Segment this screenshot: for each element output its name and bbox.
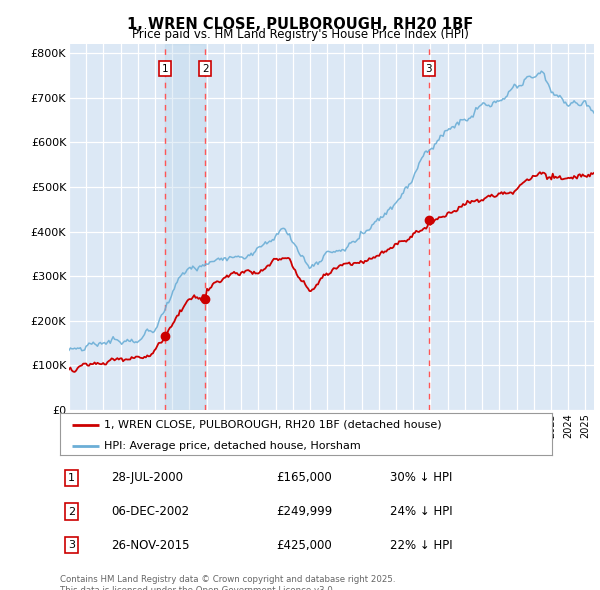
- Text: £425,000: £425,000: [277, 539, 332, 552]
- Text: Price paid vs. HM Land Registry's House Price Index (HPI): Price paid vs. HM Land Registry's House …: [131, 28, 469, 41]
- Text: HPI: Average price, detached house, Horsham: HPI: Average price, detached house, Hors…: [104, 441, 361, 451]
- Text: 3: 3: [425, 64, 432, 74]
- Text: 1: 1: [161, 64, 168, 74]
- Text: 06-DEC-2002: 06-DEC-2002: [112, 505, 190, 518]
- Text: 1, WREN CLOSE, PULBOROUGH, RH20 1BF: 1, WREN CLOSE, PULBOROUGH, RH20 1BF: [127, 17, 473, 31]
- Text: 28-JUL-2000: 28-JUL-2000: [112, 471, 184, 484]
- Text: 1, WREN CLOSE, PULBOROUGH, RH20 1BF (detached house): 1, WREN CLOSE, PULBOROUGH, RH20 1BF (det…: [104, 420, 442, 430]
- Text: 24% ↓ HPI: 24% ↓ HPI: [390, 505, 453, 518]
- Text: Contains HM Land Registry data © Crown copyright and database right 2025.
This d: Contains HM Land Registry data © Crown c…: [60, 575, 395, 590]
- Text: £249,999: £249,999: [277, 505, 333, 518]
- Text: 26-NOV-2015: 26-NOV-2015: [112, 539, 190, 552]
- Text: 1: 1: [68, 473, 75, 483]
- Text: 2: 2: [68, 506, 75, 516]
- Text: £165,000: £165,000: [277, 471, 332, 484]
- Text: 30% ↓ HPI: 30% ↓ HPI: [390, 471, 452, 484]
- Text: 22% ↓ HPI: 22% ↓ HPI: [390, 539, 453, 552]
- Text: 3: 3: [68, 540, 75, 550]
- Bar: [165, 44, 205, 410]
- Text: 2: 2: [202, 64, 209, 74]
